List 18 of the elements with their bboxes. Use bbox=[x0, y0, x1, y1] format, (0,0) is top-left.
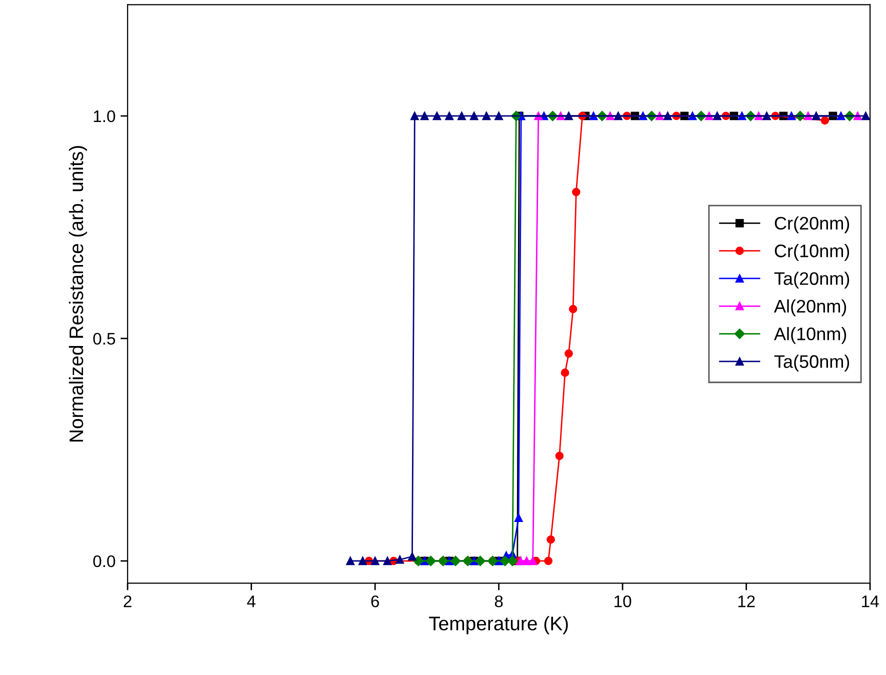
y-tick-label: 0.0 bbox=[93, 555, 116, 568]
legend-label: Ta(50nm) bbox=[774, 354, 850, 372]
x-tick-label: 8 bbox=[494, 595, 503, 608]
legend-label: Cr(20nm) bbox=[774, 216, 850, 234]
x-tick-label: 14 bbox=[862, 596, 879, 608]
legend-label: Al(10nm) bbox=[774, 327, 846, 344]
x-tick-label: 6 bbox=[371, 595, 379, 608]
legend-label: Al(20nm) bbox=[774, 299, 846, 316]
x-tick-label: 10 bbox=[614, 595, 632, 608]
legend-label: Ta(20nm) bbox=[774, 272, 850, 289]
y-tick-label: 1.0 bbox=[94, 110, 116, 122]
y-axis-title: Normalized Resistance (arb. units) bbox=[68, 146, 88, 442]
legend-label: Cr(10nm) bbox=[774, 244, 850, 261]
x-tick-label: 12 bbox=[738, 595, 755, 608]
x-axis-title: Temperature (K) bbox=[429, 616, 568, 634]
x-tick-label: 4 bbox=[247, 596, 256, 608]
y-tick-label: 0.5 bbox=[93, 332, 116, 345]
x-tick-label: 2 bbox=[124, 595, 132, 608]
